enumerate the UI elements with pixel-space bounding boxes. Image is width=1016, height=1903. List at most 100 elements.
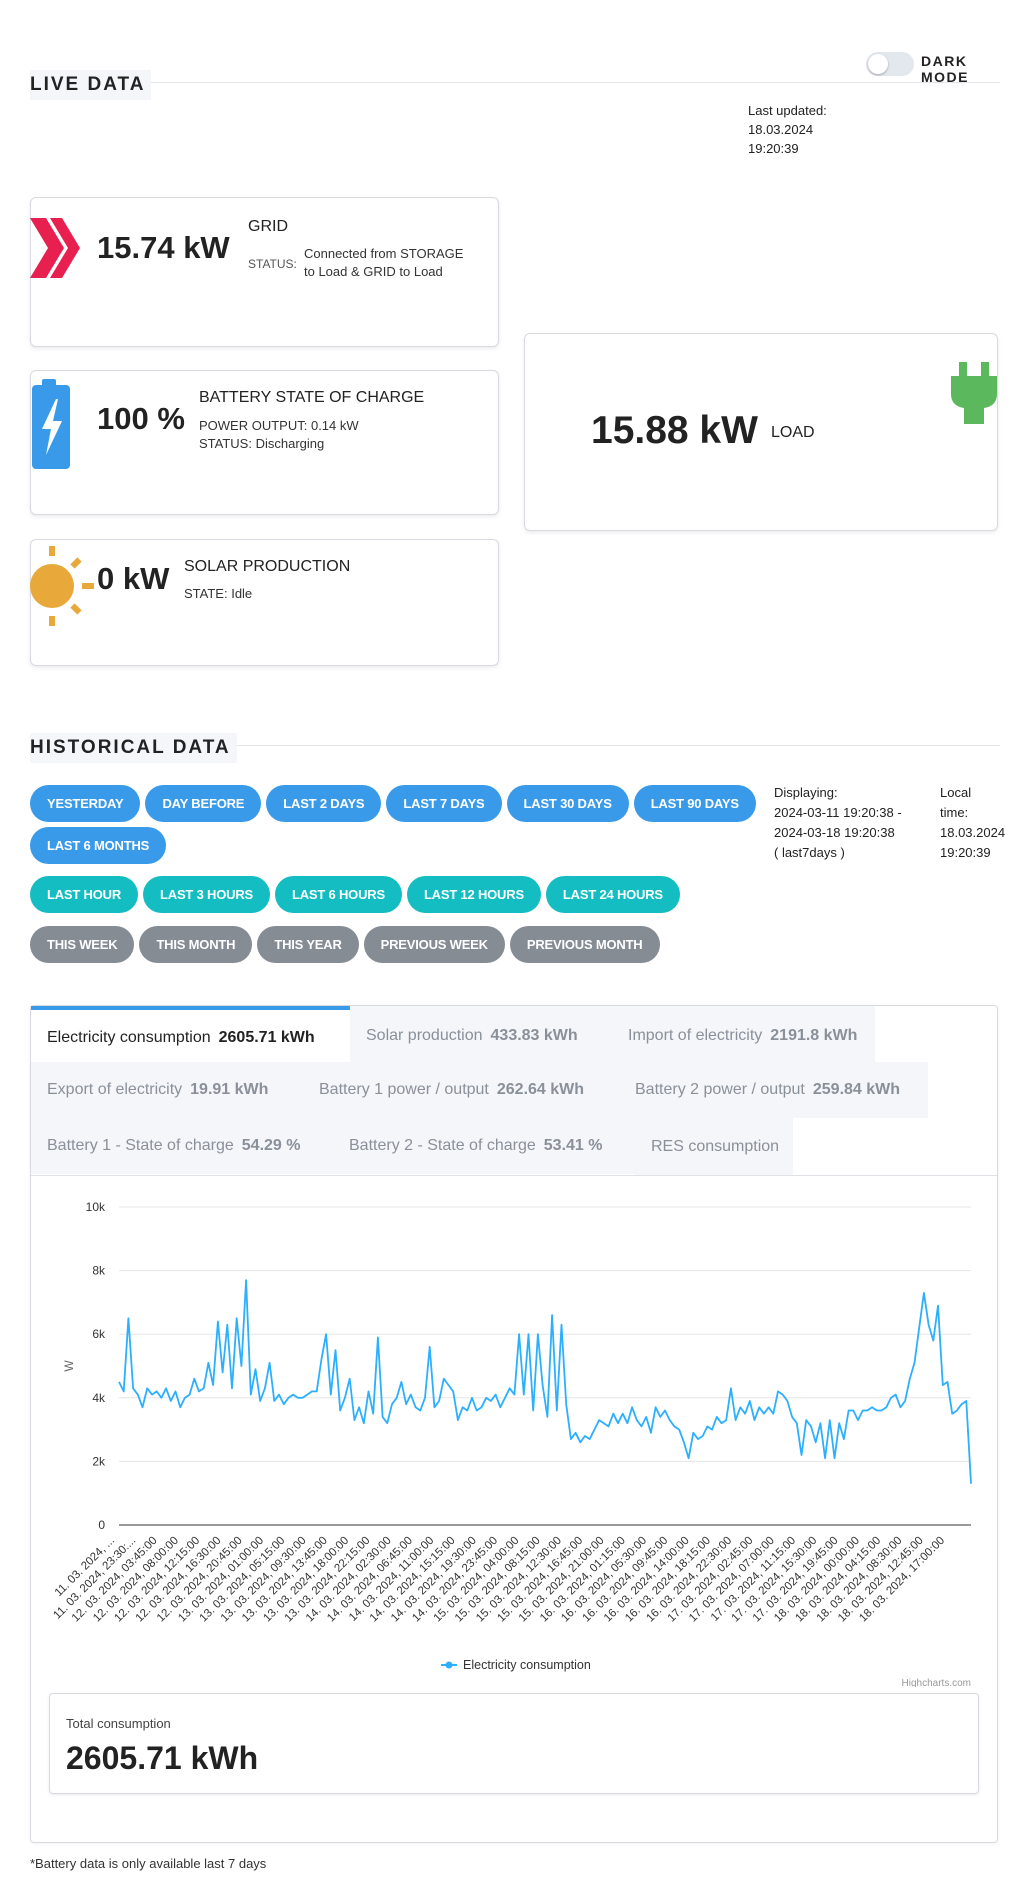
battery-status: STATUS: Discharging — [199, 435, 324, 453]
grid-value: 15.74 kW — [97, 230, 230, 265]
live-section-rule — [30, 82, 1000, 83]
this-year-button[interactable]: THIS YEAR — [257, 926, 359, 963]
displaying-label: Displaying: — [774, 785, 838, 800]
battery-title: BATTERY STATE OF CHARGE — [199, 389, 425, 406]
battery-bolt-icon — [32, 379, 70, 469]
last-90-days-button[interactable]: LAST 90 DAYS — [633, 785, 756, 822]
previous-month-button[interactable]: PREVIOUS MONTH — [509, 926, 660, 963]
tab-label: Solar production — [366, 1027, 483, 1044]
legend-symbol-dot — [445, 1661, 453, 1669]
tab-solar-production[interactable]: Solar production 433.83 kWh — [350, 1006, 612, 1066]
y-tick-label: 0 — [98, 1518, 105, 1532]
last-hour-button[interactable]: LAST HOUR — [30, 876, 139, 913]
grid-status-value: Connected from STORAGE to Load & GRID to… — [304, 245, 463, 281]
y-tick-label: 10k — [86, 1200, 106, 1214]
chart-credits: Highcharts.com — [902, 1678, 971, 1687]
local-time-label-1: Local — [940, 785, 972, 800]
historical-section-title: HISTORICAL DATA — [30, 733, 237, 763]
local-time: Local time: 18.03.2024 19:20:39 — [940, 783, 1005, 863]
load-title: LOAD — [771, 424, 815, 441]
tab-label: RES consumption — [651, 1137, 780, 1155]
series-line-electricity-consumption — [118, 1279, 972, 1484]
tab-battery-2-power[interactable]: Battery 2 power / output 259.84 kWh — [619, 1062, 928, 1118]
toggle-knob — [868, 54, 888, 74]
y-tick-label: 6k — [92, 1327, 106, 1341]
tab-battery-1-soc[interactable]: Battery 1 - State of charge 54.29 % — [31, 1118, 333, 1174]
tab-value: 259.84 kWh — [812, 1081, 901, 1098]
local-time-label-2: time: — [940, 805, 969, 820]
displaying-from: 2024-03-11 19:20:38 - — [774, 805, 902, 820]
previous-week-button[interactable]: PREVIOUS WEEK — [363, 926, 505, 963]
plug-icon — [951, 362, 997, 424]
tab-value: 54.29 % — [241, 1137, 301, 1154]
tab-export-of-electricity[interactable]: Export of electricity 19.91 kWh — [31, 1062, 303, 1118]
day-before-button[interactable]: DAY BEFORE — [145, 785, 262, 822]
tab-value: 433.83 kWh — [490, 1027, 578, 1044]
tab-battery-2-soc[interactable]: Battery 2 - State of charge 53.41 % — [333, 1118, 635, 1174]
solar-state-label: STATE: — [184, 586, 228, 601]
tab-label: Electricity consumption — [47, 1029, 211, 1046]
last-updated-label: Last updated: — [748, 103, 827, 118]
range-buttons-days: YESTERDAY DAY BEFORE LAST 2 DAYS LAST 7 … — [30, 785, 756, 822]
last-7-days-button[interactable]: LAST 7 DAYS — [386, 785, 502, 822]
historical-section-rule — [30, 745, 1000, 746]
tab-electricity-consumption[interactable]: Electricity consumption 2605.71 kWh — [31, 1006, 350, 1066]
yesterday-button[interactable]: YESTERDAY — [30, 785, 141, 822]
chart-panel: Electricity consumption 2605.71 kWh Solar… — [30, 1005, 998, 1843]
range-buttons-calendar: THIS WEEK THIS MONTH THIS YEAR PREVIOUS … — [30, 926, 660, 963]
tab-value: 2605.71 kWh — [218, 1029, 315, 1046]
battery-status-label: STATUS: — [199, 436, 252, 451]
battery-power: POWER OUTPUT: 0.14 kW — [199, 417, 359, 435]
this-week-button[interactable]: THIS WEEK — [30, 926, 135, 963]
legend-label: Electricity consumption — [463, 1658, 591, 1672]
last-6-hours-button[interactable]: LAST 6 HOURS — [274, 876, 402, 913]
tab-label: Battery 2 power / output — [635, 1081, 805, 1098]
tab-value: 262.64 kWh — [496, 1081, 585, 1098]
solar-card: 0 kW SOLAR PRODUCTION STATE: Idle — [30, 539, 499, 666]
solar-state: STATE: Idle — [184, 585, 252, 603]
grid-status-label: STATUS: — [248, 257, 297, 271]
solar-title: SOLAR PRODUCTION — [184, 558, 351, 575]
total-consumption-value: 2605.71 kWh — [66, 1740, 259, 1776]
last-updated-date: 18.03.2024 — [748, 122, 814, 137]
grid-status-line2: to Load & GRID to Load — [304, 264, 443, 279]
last-updated: Last updated: 18.03.2024 19:20:39 — [748, 101, 827, 158]
tab-battery-1-power[interactable]: Battery 1 power / output 262.64 kWh — [303, 1062, 619, 1118]
last-30-days-button[interactable]: LAST 30 DAYS — [506, 785, 629, 822]
tab-label: Battery 1 - State of charge — [47, 1137, 234, 1154]
tab-label: Battery 1 power / output — [319, 1081, 489, 1098]
battery-value: 100 % — [97, 401, 185, 436]
dark-mode-label: DARK MODE — [921, 53, 969, 85]
tab-label: Battery 2 - State of charge — [349, 1137, 536, 1154]
grid-title: GRID — [248, 218, 288, 235]
last-3-hours-button[interactable]: LAST 3 HOURS — [143, 876, 270, 913]
grid-status-line1: Connected from STORAGE — [304, 246, 464, 261]
range-buttons-months: LAST 6 MONTHS — [30, 827, 167, 864]
this-month-button[interactable]: THIS MONTH — [139, 926, 253, 963]
displaying-range-name: ( last7days ) — [774, 845, 845, 860]
battery-power-value: 0.14 kW — [310, 418, 359, 433]
solar-state-value: Idle — [231, 586, 253, 601]
load-card: 15.88 kW LOAD — [524, 333, 998, 531]
battery-footnote: *Battery data is only available last 7 d… — [30, 1856, 267, 1871]
last-6-months-button[interactable]: LAST 6 MONTHS — [30, 827, 167, 864]
y-axis-title: W — [62, 1360, 76, 1372]
battery-power-label: POWER OUTPUT: — [199, 418, 308, 433]
last-24-hours-button[interactable]: LAST 24 HOURS — [545, 876, 680, 913]
last-updated-time: 19:20:39 — [748, 141, 799, 156]
tab-import-of-electricity[interactable]: Import of electricity 2191.8 kWh — [612, 1006, 875, 1066]
metric-tabs: Electricity consumption 2605.71 kWh Solar… — [31, 1006, 997, 1176]
solar-value: 0 kW — [97, 561, 170, 596]
local-time-date: 18.03.2024 — [940, 825, 1006, 840]
battery-status-value: Discharging — [255, 436, 325, 451]
battery-card: 100 % BATTERY STATE OF CHARGE POWER OUTP… — [30, 370, 499, 515]
last-12-hours-button[interactable]: LAST 12 HOURS — [406, 876, 541, 913]
tab-res-consumption[interactable]: RES consumption — [635, 1118, 793, 1175]
y-tick-label: 4k — [92, 1391, 106, 1405]
sun-icon — [30, 546, 94, 626]
dark-mode-toggle[interactable] — [866, 52, 914, 76]
tab-value: 2191.8 kWh — [770, 1027, 858, 1044]
tab-label: Import of electricity — [628, 1027, 763, 1044]
last-2-days-button[interactable]: LAST 2 DAYS — [266, 785, 382, 822]
